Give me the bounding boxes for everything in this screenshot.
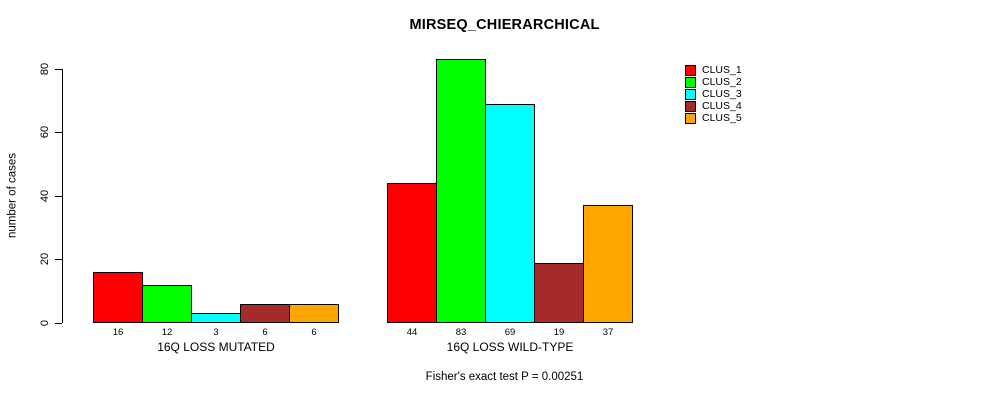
- y-tick-label: 20: [39, 252, 51, 266]
- legend-swatch: [685, 100, 696, 112]
- legend-label: CLUS_3: [702, 87, 742, 100]
- bar-value-label: 3: [213, 327, 219, 338]
- bar-value-label: 83: [455, 327, 467, 338]
- y-tick-label: 40: [39, 189, 51, 203]
- y-tick-mark: [55, 69, 62, 70]
- legend-label: CLUS_1: [702, 64, 742, 77]
- y-tick-label: 60: [39, 125, 51, 139]
- bar-clus_5-group1: [289, 304, 339, 323]
- bar-clus_4-group2: [534, 263, 584, 323]
- y-tick-label: 80: [39, 62, 51, 76]
- group-label: 16Q LOSS MUTATED: [157, 340, 275, 354]
- legend-entry: CLUS_5: [685, 112, 742, 124]
- y-tick-mark: [55, 132, 62, 133]
- y-tick-mark: [55, 323, 62, 324]
- bar-clus_1-group2: [387, 183, 437, 323]
- legend-swatch: [685, 65, 696, 77]
- y-tick-mark: [55, 196, 62, 197]
- y-axis: [62, 69, 63, 323]
- y-tick-label: 0: [39, 319, 51, 327]
- bar-value-label: 6: [311, 327, 317, 338]
- group-label: 16Q LOSS WILD-TYPE: [446, 340, 574, 354]
- bar-clus_5-group2: [583, 205, 633, 323]
- bar-clus_1-group1: [93, 272, 143, 323]
- legend-swatch: [685, 77, 696, 89]
- legend-swatch: [685, 88, 696, 100]
- legend-entry: CLUS_3: [685, 87, 742, 101]
- bar-value-label: 44: [406, 327, 418, 338]
- legend-entry: CLUS_1: [685, 65, 742, 77]
- y-axis-label: number of cases: [6, 153, 19, 239]
- bar-clus_3-group2: [485, 104, 535, 323]
- legend-entry: CLUS_4: [685, 100, 742, 112]
- bar-clus_2-group1: [142, 285, 192, 323]
- legend-label: CLUS_4: [702, 99, 742, 112]
- bar-clus_2-group2: [436, 59, 486, 323]
- legend-label: CLUS_2: [702, 76, 742, 89]
- annotation-text: Fisher's exact test P = 0.00251: [425, 371, 584, 383]
- legend-swatch: [685, 112, 696, 124]
- legend-entry: CLUS_2: [685, 77, 742, 89]
- y-tick-mark: [55, 259, 62, 260]
- bar-clus_3-group1: [191, 313, 241, 323]
- chart-title: MIRSEQ_CHIERARCHICAL: [409, 17, 600, 33]
- bar-value-label: 12: [161, 327, 173, 338]
- bar-value-label: 69: [504, 327, 516, 338]
- bar-value-label: 16: [112, 327, 124, 338]
- bar-value-label: 6: [262, 327, 268, 338]
- bar-value-label: 37: [602, 327, 614, 338]
- bar-clus_4-group1: [240, 304, 290, 323]
- bar-value-label: 19: [553, 327, 565, 338]
- legend-label: CLUS_5: [702, 111, 742, 124]
- legend: CLUS_1 CLUS_2 CLUS_3 CLUS_4 CLUS_5: [685, 65, 742, 124]
